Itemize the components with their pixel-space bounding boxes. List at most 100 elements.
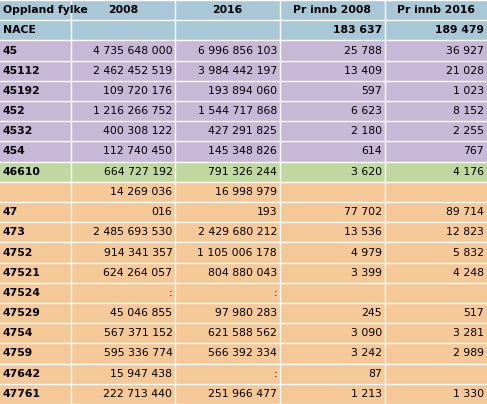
Bar (385, 0, 487, 20)
Bar (71, 303, 175, 323)
Bar (385, 101, 487, 121)
Text: 25 788: 25 788 (344, 46, 382, 55)
Bar (385, 20, 487, 40)
Text: 46610: 46610 (3, 167, 41, 177)
Text: 222 713 440: 222 713 440 (103, 389, 172, 399)
Text: 145 348 826: 145 348 826 (208, 147, 277, 156)
Text: 4759: 4759 (3, 349, 33, 358)
Bar (385, 81, 487, 101)
Text: 473: 473 (3, 227, 26, 237)
Bar (385, 121, 487, 141)
Text: 47761: 47761 (3, 389, 41, 399)
Text: 45 046 855: 45 046 855 (110, 308, 172, 318)
Bar (385, 263, 487, 283)
Bar (175, 323, 280, 343)
Text: 2 180: 2 180 (351, 126, 382, 136)
Text: 12 823: 12 823 (446, 227, 484, 237)
Bar (175, 384, 280, 404)
Text: 89 714: 89 714 (446, 207, 484, 217)
Bar (0, 182, 71, 202)
Bar (71, 162, 175, 182)
Text: 3 984 442 197: 3 984 442 197 (198, 66, 277, 76)
Text: :: : (274, 369, 277, 379)
Text: 14 269 036: 14 269 036 (110, 187, 172, 197)
Bar (175, 242, 280, 263)
Text: 4 979: 4 979 (351, 248, 382, 257)
Text: 47642: 47642 (3, 369, 41, 379)
Bar (0, 263, 71, 283)
Bar (175, 0, 280, 20)
Text: 1 216 266 752: 1 216 266 752 (93, 106, 172, 116)
Text: 183 637: 183 637 (333, 25, 382, 35)
Bar (280, 242, 385, 263)
Bar (71, 242, 175, 263)
Text: NACE: NACE (3, 25, 36, 35)
Bar (0, 323, 71, 343)
Text: 400 308 122: 400 308 122 (103, 126, 172, 136)
Text: 47529: 47529 (3, 308, 41, 318)
Bar (385, 384, 487, 404)
Text: 4752: 4752 (3, 248, 33, 257)
Text: 2 429 680 212: 2 429 680 212 (198, 227, 277, 237)
Text: 597: 597 (361, 86, 382, 96)
Text: Pr innb 2008: Pr innb 2008 (294, 5, 371, 15)
Text: 21 028: 21 028 (446, 66, 484, 76)
Bar (175, 364, 280, 384)
Text: 13 536: 13 536 (344, 227, 382, 237)
Bar (0, 242, 71, 263)
Text: 567 371 152: 567 371 152 (104, 328, 172, 338)
Bar (280, 141, 385, 162)
Bar (0, 40, 71, 61)
Bar (0, 343, 71, 364)
Bar (0, 81, 71, 101)
Text: 454: 454 (3, 147, 26, 156)
Bar (0, 0, 71, 20)
Bar (71, 61, 175, 81)
Bar (175, 20, 280, 40)
Text: 2 255: 2 255 (453, 126, 484, 136)
Text: 4 735 648 000: 4 735 648 000 (93, 46, 172, 55)
Bar (175, 303, 280, 323)
Bar (0, 384, 71, 404)
Bar (71, 0, 175, 20)
Text: 791 326 244: 791 326 244 (208, 167, 277, 177)
Bar (0, 364, 71, 384)
Text: 914 341 357: 914 341 357 (104, 248, 172, 257)
Text: 1 105 006 178: 1 105 006 178 (197, 248, 277, 257)
Text: 2016: 2016 (212, 5, 243, 15)
Bar (71, 263, 175, 283)
Text: 452: 452 (3, 106, 26, 116)
Text: 45112: 45112 (3, 66, 41, 76)
Bar (280, 0, 385, 20)
Text: 6 623: 6 623 (351, 106, 382, 116)
Text: 2008: 2008 (108, 5, 138, 15)
Text: 3 620: 3 620 (351, 167, 382, 177)
Bar (385, 343, 487, 364)
Text: 3 399: 3 399 (351, 268, 382, 278)
Text: 3 281: 3 281 (453, 328, 484, 338)
Text: :: : (274, 288, 277, 298)
Text: 595 336 774: 595 336 774 (104, 349, 172, 358)
Text: 45: 45 (3, 46, 18, 55)
Text: 6 996 856 103: 6 996 856 103 (198, 46, 277, 55)
Text: 4 248: 4 248 (453, 268, 484, 278)
Text: 4754: 4754 (3, 328, 33, 338)
Bar (71, 40, 175, 61)
Bar (175, 162, 280, 182)
Bar (385, 303, 487, 323)
Text: Oppland fylke: Oppland fylke (3, 5, 88, 15)
Bar (385, 364, 487, 384)
Text: 4532: 4532 (3, 126, 33, 136)
Text: 1 544 717 868: 1 544 717 868 (198, 106, 277, 116)
Text: 614: 614 (361, 147, 382, 156)
Bar (280, 222, 385, 242)
Text: 3 090: 3 090 (351, 328, 382, 338)
Bar (175, 182, 280, 202)
Bar (71, 384, 175, 404)
Text: 47: 47 (3, 207, 18, 217)
Bar (175, 263, 280, 283)
Bar (71, 283, 175, 303)
Bar (71, 182, 175, 202)
Text: 97 980 283: 97 980 283 (215, 308, 277, 318)
Text: 4 176: 4 176 (453, 167, 484, 177)
